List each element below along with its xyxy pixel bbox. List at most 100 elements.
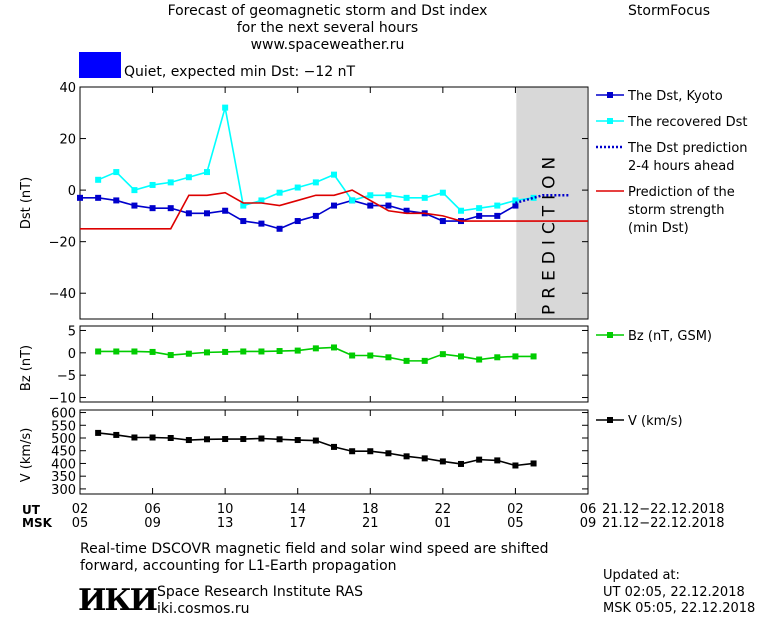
- dst-series-0-point: [367, 202, 374, 209]
- dst-series-0-point: [294, 218, 301, 225]
- v-ytick-label: 350: [51, 470, 76, 485]
- v-series-0-point: [476, 456, 483, 463]
- ut-tick-label: 18: [362, 502, 379, 517]
- dst-series-0-point: [167, 205, 174, 212]
- v-series-0-point: [403, 453, 410, 460]
- legend-label-3-line2: (min Dst): [628, 221, 689, 236]
- dst-series-0-point: [512, 202, 519, 209]
- dst-series-1-point: [530, 194, 537, 201]
- msk-tick-label: 05: [72, 516, 89, 531]
- dst-series-1-point: [276, 189, 283, 196]
- dst-series-0-point: [258, 220, 265, 227]
- msk-tick-label: 09: [580, 516, 597, 531]
- v-series-0-point: [95, 429, 102, 436]
- bz-series-0-point: [276, 348, 283, 355]
- v-series-0-point: [167, 435, 174, 441]
- msk-axis-label: MSK: [22, 516, 53, 530]
- msk-tick-label: 01: [435, 516, 452, 531]
- dst-series-1-point: [95, 176, 102, 183]
- v-series-0-point: [240, 436, 247, 443]
- dst-series-1-point: [458, 207, 464, 214]
- ut-tick-label: 02: [72, 502, 89, 517]
- ut-tick-label: 02: [507, 502, 524, 517]
- bz-series-0-point: [294, 347, 301, 354]
- msk-tick-label: 21: [362, 516, 379, 531]
- status-text: Quiet, expected min Dst: −12 nT: [124, 64, 356, 80]
- dst-series-1-point: [312, 179, 319, 186]
- ut-tick-label: 10: [217, 502, 234, 517]
- iki-logo-text: ИКИ: [78, 583, 158, 618]
- msk-tick-label: 17: [289, 516, 306, 531]
- v-ytick-label: 500: [51, 432, 76, 447]
- institute-website[interactable]: iki.cosmos.ru: [157, 601, 250, 617]
- v-series-0-point: [349, 448, 356, 455]
- dst-series-0-point: [204, 210, 210, 217]
- chart-title-line1: Forecast of geomagnetic storm and Dst in…: [167, 3, 488, 19]
- ut-tick-label: 22: [435, 502, 452, 517]
- v-series-0-point: [458, 460, 464, 467]
- legend-marker-0: [607, 92, 613, 98]
- prediction-region: [516, 87, 587, 319]
- dst-series-1-point: [204, 169, 210, 176]
- v-series-0-point: [367, 448, 374, 455]
- prediction-label: PREDICTION: [539, 151, 559, 315]
- bz-series-0-point: [458, 353, 464, 360]
- bz-ytick-label: −10: [49, 392, 76, 407]
- dst-series-1-point: [385, 192, 392, 199]
- v-series-0-point: [276, 436, 283, 443]
- dst-series-0-point: [312, 212, 319, 219]
- bz-series-0-point: [349, 352, 356, 359]
- bz-series-0-point: [113, 348, 120, 355]
- legend-marker-5: [607, 417, 613, 423]
- v-series-0-point: [530, 460, 537, 467]
- ut-tick-label: 06: [144, 502, 161, 517]
- bz-series-0-point: [421, 357, 428, 364]
- dst-series-0-point: [439, 218, 446, 225]
- v-series-0-point: [294, 437, 301, 444]
- bz-series-0-point: [149, 348, 156, 355]
- bz-ytick-label: 5: [68, 324, 76, 339]
- dst-ytick-label: −40: [49, 287, 76, 302]
- updated-label: Updated at:: [603, 568, 680, 583]
- dst-series-1-point: [331, 171, 337, 178]
- speed-axis-title: V (km/s): [19, 428, 34, 483]
- bz-series-0-point: [185, 350, 192, 357]
- v-ytick-label: 300: [51, 483, 76, 498]
- v-series-0-point: [113, 431, 120, 438]
- dst-series-0-point: [403, 207, 410, 214]
- v-series-0-point: [204, 436, 210, 443]
- dst-panel: PREDICTION 40 20 0 −20 −40 Dst (nT): [19, 81, 589, 320]
- dst-ytick-label: 20: [59, 133, 76, 148]
- dst-series-1-point: [367, 192, 374, 199]
- dst-series-0-point: [331, 202, 337, 209]
- website-link[interactable]: www.spaceweather.ru: [250, 37, 405, 53]
- dst-series-1-point: [439, 189, 446, 196]
- dst-series-2-line: [515, 194, 570, 205]
- v-ytick-label: 400: [51, 457, 76, 472]
- v-series-0-point: [439, 458, 446, 465]
- dst-series-0-point: [222, 207, 229, 214]
- dst-ytick-label: 40: [59, 81, 76, 96]
- dst-series-1-point: [476, 205, 483, 212]
- dst-series-1-point: [258, 197, 265, 204]
- legend-marker-4: [607, 332, 613, 338]
- dst-series-0-point: [95, 194, 102, 201]
- bz-series-0-point: [258, 348, 265, 355]
- dst-plot-frame: [79, 86, 589, 320]
- dst-axis-title: Dst (nT): [19, 177, 34, 229]
- dst-series-0-point: [113, 197, 120, 204]
- dst-series-1-point: [403, 194, 410, 201]
- dst-series-1-point: [131, 187, 138, 194]
- dst-series-0-point: [131, 202, 138, 209]
- bz-series-0-point: [385, 354, 392, 361]
- dst-series-1-point: [167, 179, 174, 186]
- dst-series-1-point: [185, 174, 192, 181]
- legend-label-2-line1: 2-4 hours ahead: [628, 159, 734, 174]
- bz-series-0-point: [222, 348, 229, 355]
- legend-label-0-line0: The Dst, Kyoto: [627, 89, 723, 104]
- institute-name: Space Research Institute RAS: [157, 584, 363, 600]
- v-series-0-point: [258, 435, 265, 442]
- updated-ut: UT 02:05, 22.12.2018: [603, 585, 745, 600]
